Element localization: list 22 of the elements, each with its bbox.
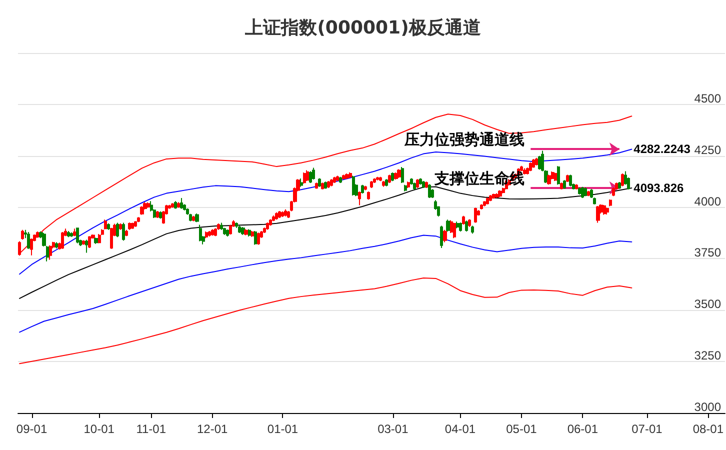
x-tick-label: 06-01 <box>567 422 598 436</box>
x-tick-label: 07-01 <box>632 422 663 436</box>
y-tick-label: 4000 <box>694 194 722 208</box>
x-tick-label: 11-01 <box>136 422 166 436</box>
y-tick-label: 3250 <box>694 348 722 363</box>
y-tick-label: 3000 <box>694 400 722 414</box>
x-tick-label: 01-01 <box>267 422 298 436</box>
x-tick-label: 03-01 <box>378 422 409 436</box>
series-label: 压力位强势通道线 <box>404 130 525 149</box>
x-tick-label: 04-01 <box>444 422 476 436</box>
data-label: 4093.826 <box>634 180 684 195</box>
x-tick-label: 10-01 <box>84 422 115 436</box>
x-tick-label: 12-01 <box>196 422 228 436</box>
data-label: 4282.2243 <box>634 142 691 156</box>
y-tick-label: 4500 <box>694 91 722 106</box>
y-tick-label: 3500 <box>694 297 722 312</box>
x-tick-label: 09-01 <box>16 422 48 436</box>
y-tick-label: 3750 <box>694 246 722 260</box>
x-tick-label: 08-01 <box>692 422 724 436</box>
y-tick-label: 4250 <box>694 142 722 157</box>
x-tick-label: 05-01 <box>506 422 538 436</box>
chart-title: 上证指数(000001)极反通道 <box>244 18 481 38</box>
